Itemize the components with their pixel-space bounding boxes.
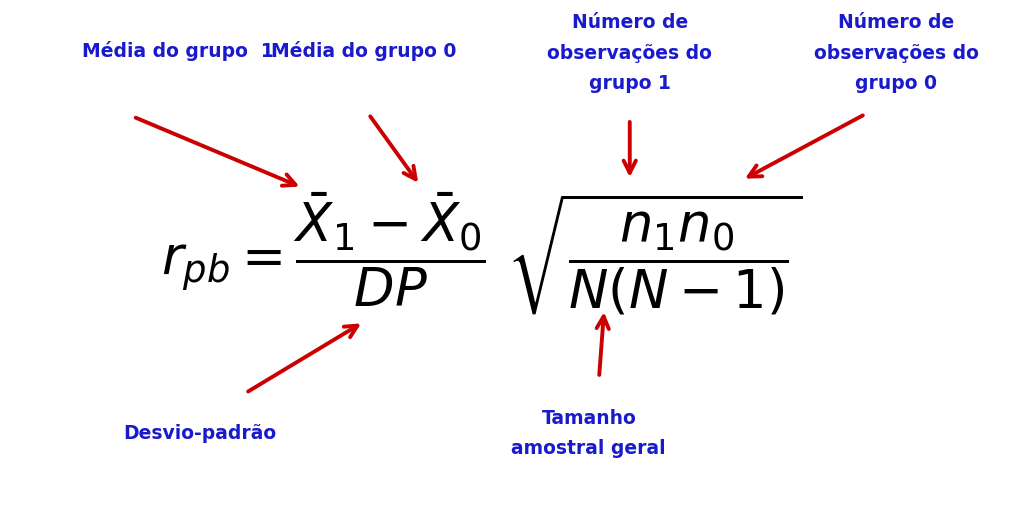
Text: amostral geral: amostral geral bbox=[511, 439, 667, 458]
Text: observações do: observações do bbox=[813, 44, 979, 63]
Text: Média do grupo 0: Média do grupo 0 bbox=[271, 41, 457, 61]
Text: grupo 0: grupo 0 bbox=[855, 74, 937, 93]
Text: $r_{pb} = \dfrac{\bar{X}_1 - \bar{X}_0}{DP}\ \sqrt{\dfrac{n_1 n_0}{N(N-1)}}$: $r_{pb} = \dfrac{\bar{X}_1 - \bar{X}_0}{… bbox=[161, 190, 802, 317]
Text: Tamanho: Tamanho bbox=[542, 409, 636, 428]
Text: observações do: observações do bbox=[547, 44, 713, 63]
Text: Desvio-padrão: Desvio-padrão bbox=[123, 424, 276, 443]
Text: Número de: Número de bbox=[571, 13, 688, 32]
Text: Média do grupo  1: Média do grupo 1 bbox=[82, 41, 273, 61]
Text: Número de: Número de bbox=[838, 13, 954, 32]
Text: grupo 1: grupo 1 bbox=[589, 74, 671, 93]
